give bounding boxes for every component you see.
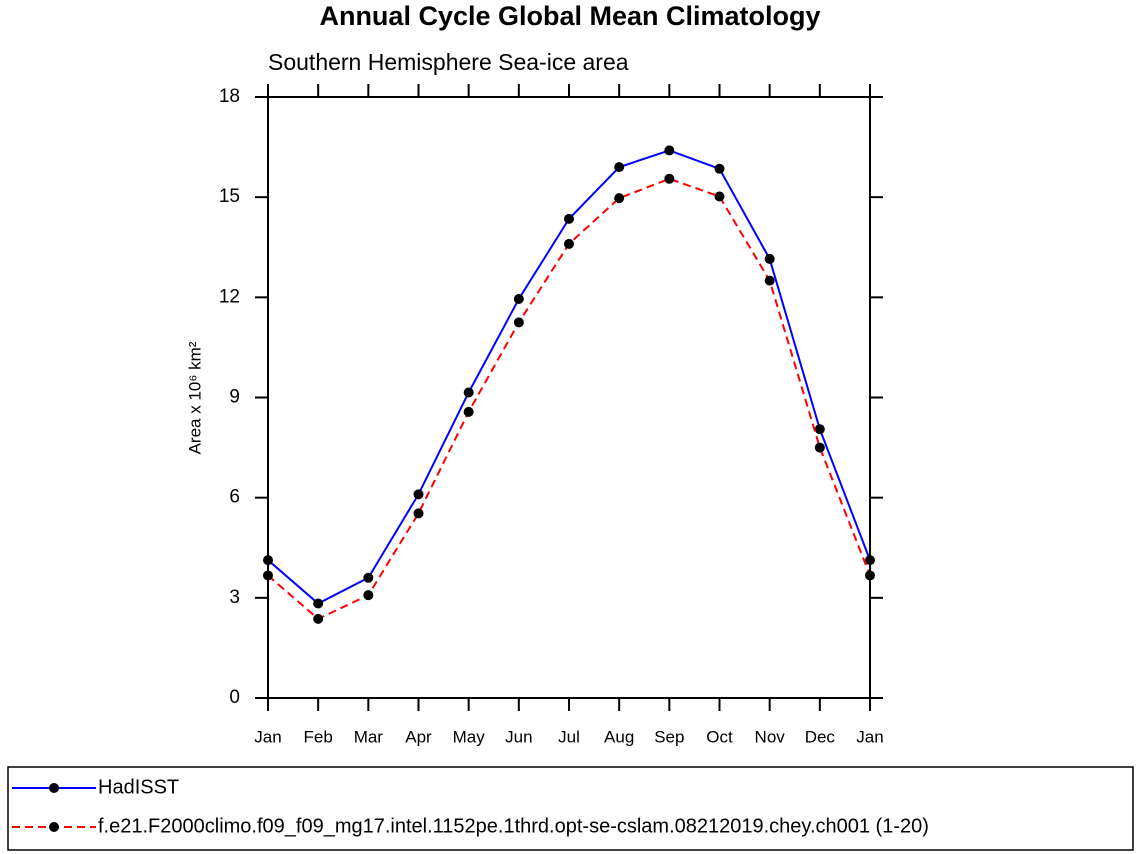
- data-point: [714, 191, 725, 202]
- x-tick-label: Oct: [706, 727, 733, 746]
- legend-marker: [49, 822, 59, 832]
- y-tick-label: 18: [219, 86, 240, 107]
- x-tick-label: Aug: [604, 727, 634, 746]
- data-point: [564, 238, 574, 249]
- data-point: [814, 442, 825, 453]
- x-tick-label: Jan: [254, 727, 281, 746]
- data-point: [263, 555, 273, 566]
- data-point: [363, 590, 374, 601]
- data-point: [513, 294, 524, 305]
- data-point: [865, 555, 875, 566]
- legend-box: [7, 766, 1134, 851]
- chart-title: Annual Cycle Global Mean Climatology: [319, 1, 820, 31]
- data-point: [413, 489, 424, 500]
- y-tick-label: 3: [229, 587, 240, 608]
- x-tick-label: Nov: [755, 727, 786, 746]
- legend-marker: [49, 783, 59, 793]
- plot-frame: [267, 96, 871, 699]
- data-point: [764, 253, 775, 264]
- legend-label: f.e21.F2000climo.f09_f09_mg17.intel.1152…: [98, 815, 929, 837]
- data-point: [865, 570, 875, 581]
- data-point: [564, 213, 574, 224]
- data-point: [614, 162, 625, 173]
- y-tick-label: 15: [219, 186, 240, 207]
- data-point: [814, 424, 825, 435]
- data-point: [513, 317, 524, 328]
- data-point: [363, 572, 374, 583]
- x-tick-label: May: [453, 727, 486, 746]
- y-tick-label: 6: [229, 487, 240, 508]
- data-point: [413, 508, 424, 519]
- data-point: [313, 598, 324, 609]
- data-point: [463, 406, 474, 417]
- legend-label: HadISST: [98, 776, 179, 798]
- data-point: [664, 145, 675, 156]
- x-tick-label: Mar: [354, 727, 384, 746]
- data-point: [714, 163, 725, 174]
- y-tick-label: 9: [229, 387, 240, 408]
- x-tick-label: Apr: [405, 727, 432, 746]
- x-tick-label: Jun: [505, 727, 532, 746]
- x-tick-label: Dec: [805, 727, 836, 746]
- y-axis-label: Area x 10⁶ km²: [185, 341, 204, 454]
- data-point: [614, 193, 625, 204]
- x-tick-label: Feb: [304, 727, 333, 746]
- data-point: [664, 173, 675, 184]
- data-point: [263, 570, 273, 581]
- chart-subtitle: Southern Hemisphere Sea-ice area: [268, 49, 629, 75]
- x-tick-label: Jan: [856, 727, 883, 746]
- data-point: [463, 387, 474, 398]
- data-point: [764, 275, 775, 286]
- y-tick-label: 0: [229, 687, 240, 708]
- x-tick-label: Sep: [654, 727, 684, 746]
- y-tick-label: 12: [219, 286, 240, 307]
- data-point: [313, 613, 324, 624]
- x-tick-label: Jul: [558, 727, 580, 746]
